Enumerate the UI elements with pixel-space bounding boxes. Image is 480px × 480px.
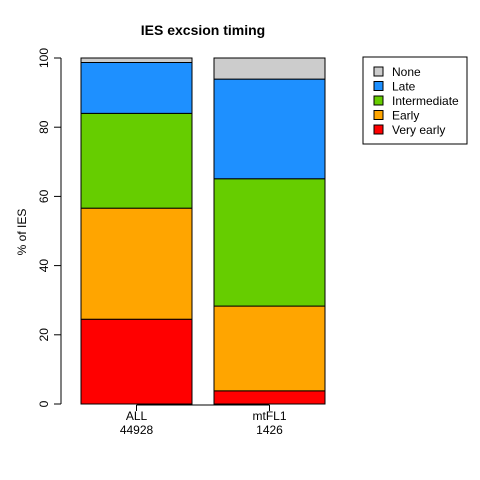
plot-area: [80, 57, 326, 405]
x-tick-label: mtFL1: [252, 409, 286, 423]
y-tick-label: 0: [37, 400, 51, 407]
legend-swatch-late: [373, 81, 384, 91]
bar-segment-mtfl1-early: [213, 305, 326, 392]
legend-swatch-none: [373, 66, 384, 77]
bar-segment-all-late: [80, 61, 193, 114]
y-tick-label: 60: [37, 189, 51, 203]
y-tick-label: 100: [37, 48, 51, 68]
x-tick-sublabel: 1426: [256, 423, 283, 437]
legend-swatch-intermediate: [373, 95, 384, 106]
bar-segment-all-early: [80, 207, 193, 320]
legend-label: Very early: [392, 123, 445, 137]
legend-label: Late: [392, 80, 416, 94]
bar-segment-mtfl1-late: [213, 78, 326, 180]
bar-segment-mtfl1-very-early: [213, 390, 326, 405]
bar-segment-all-intermediate: [80, 112, 193, 209]
x-tick-label: ALL: [126, 409, 148, 423]
legend-label: Intermediate: [392, 94, 459, 108]
y-tick-label: 80: [37, 120, 51, 134]
y-axis-label: % of IES: [15, 209, 29, 256]
chart-title: IES excsion timing: [141, 22, 265, 38]
legend-swatch-very-early: [373, 124, 384, 135]
bar-segment-mtfl1-intermediate: [213, 178, 326, 307]
legend-label: None: [392, 65, 421, 79]
bar-segment-mtfl1-none: [213, 57, 326, 80]
bar-segment-all-none: [80, 57, 193, 63]
legend-label: Early: [392, 109, 419, 123]
x-tick-sublabel: 44928: [120, 423, 154, 437]
legend-swatch-early: [373, 110, 384, 120]
y-tick-label: 40: [37, 259, 51, 273]
y-tick-label: 20: [37, 328, 51, 342]
bar-segment-all-very-early: [80, 318, 193, 405]
y-axis: 0 20 40 60 80 100: [37, 48, 62, 407]
